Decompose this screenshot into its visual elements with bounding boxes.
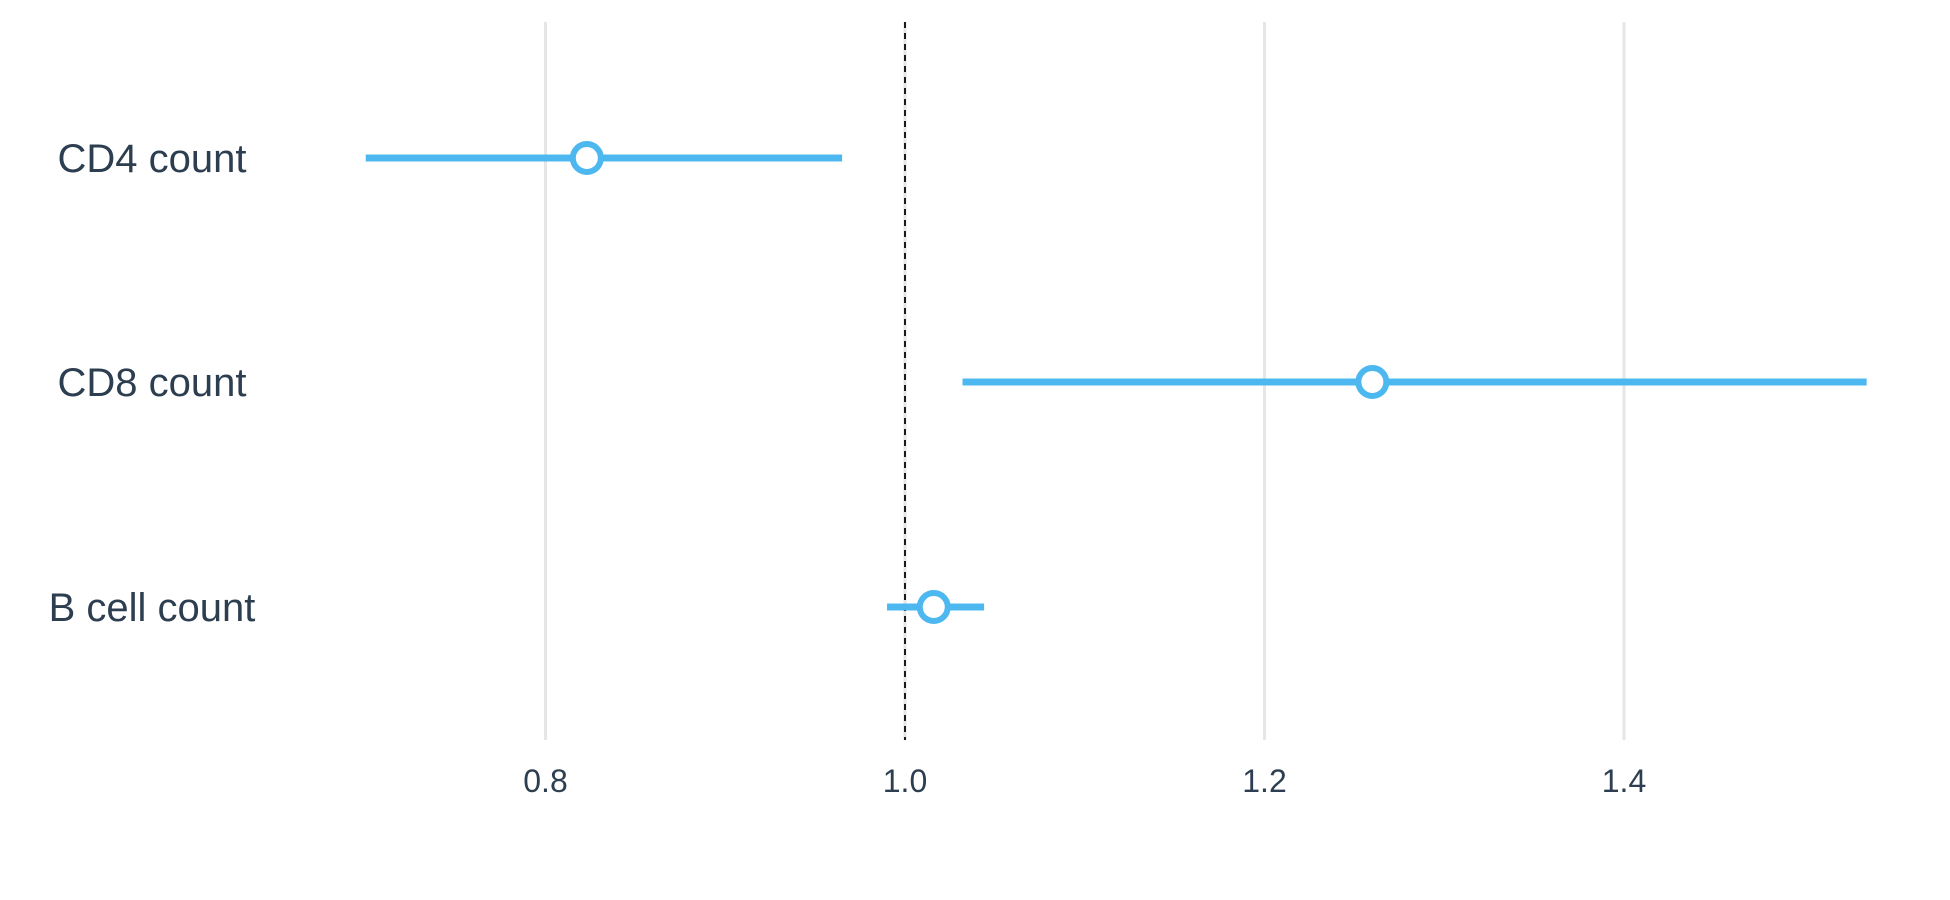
row-label: CD8 count	[58, 361, 247, 405]
row-label: CD4 count	[58, 137, 247, 181]
point-estimate-marker	[569, 141, 604, 175]
x-tick-label-2: 1.2	[1242, 763, 1286, 799]
x-tick-label-0: 0.8	[523, 763, 567, 799]
x-tick-label-1: 1.0	[883, 763, 927, 799]
point-estimate-marker	[1355, 365, 1390, 399]
point-estimate-marker	[916, 590, 951, 624]
forest-row: CD4 count	[58, 137, 843, 181]
x-axis-ticks: 0.8 1.0 1.2 1.4	[523, 763, 1646, 799]
forest-row: CD8 count	[58, 361, 1867, 405]
row-label: B cell count	[49, 586, 256, 630]
forest-row: B cell count	[49, 586, 985, 630]
rows-layer: CD4 count CD8 count B cell count	[49, 137, 1867, 630]
x-tick-label-3: 1.4	[1602, 763, 1646, 799]
